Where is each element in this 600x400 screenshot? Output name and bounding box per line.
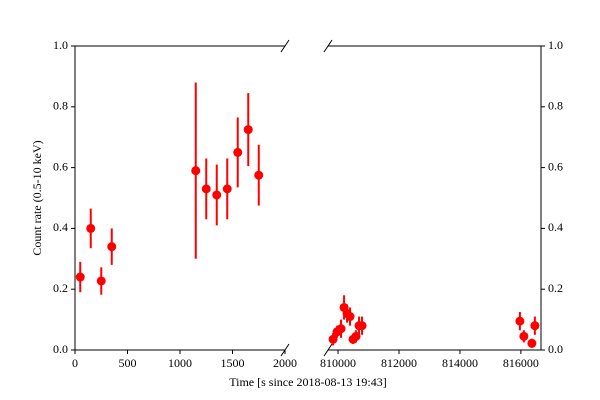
x-tick-label: 814000 xyxy=(442,356,478,370)
y-tick-label: 0.4 xyxy=(548,220,563,234)
data-point xyxy=(201,184,211,194)
x-tick-label: 1000 xyxy=(168,356,192,370)
data-point xyxy=(336,324,346,334)
x-tick-label: 0 xyxy=(72,356,78,370)
y-axis-label: Count rate (0.5-10 keV) xyxy=(30,140,44,255)
y-tick-label: 0.0 xyxy=(548,342,563,356)
data-point xyxy=(254,170,264,180)
break-mark xyxy=(280,39,290,53)
y-tick-label: 0.2 xyxy=(53,281,68,295)
data-point xyxy=(212,190,222,200)
x-tick-label: 812000 xyxy=(381,356,417,370)
y-tick-label: 0.6 xyxy=(548,159,563,173)
y-tick-label: 0.4 xyxy=(53,220,68,234)
data-point xyxy=(328,334,338,344)
x-tick-label: 816000 xyxy=(503,356,539,370)
data-point xyxy=(357,321,367,331)
data-point xyxy=(233,147,243,157)
x-tick-label: 500 xyxy=(119,356,137,370)
data-point xyxy=(75,272,85,282)
y-tick-label: 0.2 xyxy=(548,281,563,295)
data-point xyxy=(345,312,355,322)
x-tick-label: 1500 xyxy=(221,356,245,370)
y-tick-label: 0.8 xyxy=(53,99,68,113)
y-tick-label: 0.0 xyxy=(53,342,68,356)
data-point xyxy=(527,338,537,348)
y-tick-label: 0.8 xyxy=(548,99,563,113)
x-tick-label: 2000 xyxy=(273,356,297,370)
x-axis-label: Time [s since 2018-08-13 19:43] xyxy=(229,375,387,389)
y-tick-label: 1.0 xyxy=(548,38,563,52)
data-point xyxy=(530,321,540,331)
y-tick-label: 1.0 xyxy=(53,38,68,52)
data-point xyxy=(107,242,117,252)
data-point xyxy=(96,276,106,286)
y-tick-label: 0.6 xyxy=(53,159,68,173)
break-mark xyxy=(323,39,333,53)
x-tick-label: 810000 xyxy=(320,356,356,370)
break-mark xyxy=(323,343,333,357)
data-point xyxy=(222,184,232,194)
data-point xyxy=(515,316,525,326)
data-point xyxy=(191,166,201,176)
data-point xyxy=(243,125,253,135)
data-point xyxy=(519,331,529,341)
data-point xyxy=(86,223,96,233)
